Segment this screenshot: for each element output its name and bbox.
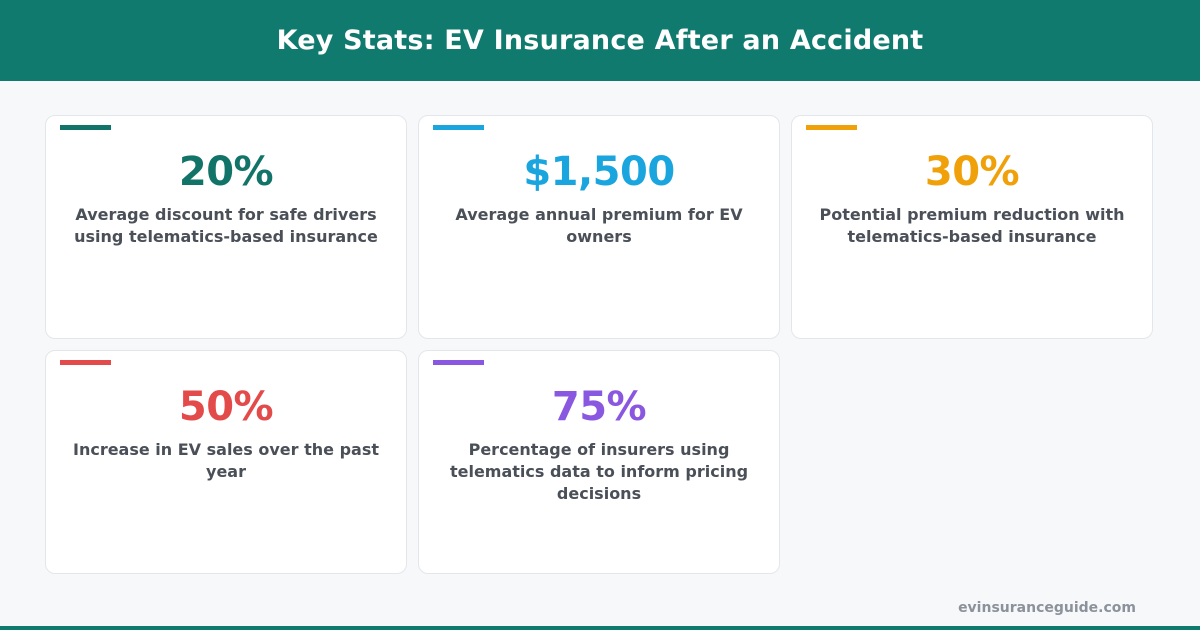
- accent-bar: [433, 125, 484, 130]
- stat-description: Average annual premium for EV owners: [455, 205, 743, 246]
- stat-value: 20%: [178, 149, 274, 195]
- stat-description: Increase in EV sales over the past year: [72, 440, 379, 481]
- bottom-border: [0, 626, 1200, 630]
- accent-bar: [60, 125, 111, 130]
- page-title: Key Stats: EV Insurance After an Acciden…: [276, 25, 924, 56]
- stat-description: Percentage of insurers using telematics …: [449, 440, 749, 503]
- stat-value: 50%: [178, 384, 274, 430]
- stat-card-premium: $1,500 Average annual premium for EV own…: [418, 115, 780, 339]
- stat-value: 30%: [924, 149, 1020, 195]
- accent-bar: [806, 125, 857, 130]
- stat-value: $1,500: [523, 149, 675, 195]
- stat-description: Average discount for safe drivers using …: [74, 205, 378, 246]
- stat-card-discount: 20% Average discount for safe drivers us…: [45, 115, 407, 339]
- accent-bar: [60, 360, 111, 365]
- stat-value: 75%: [551, 384, 647, 430]
- stat-card-sales: 50% Increase in EV sales over the past y…: [45, 350, 407, 574]
- accent-bar: [433, 360, 484, 365]
- stat-description: Potential premium reduction with telemat…: [819, 205, 1125, 246]
- site-url: evinsuranceguide.com: [958, 600, 1136, 616]
- header-banner: Key Stats: EV Insurance After an Acciden…: [0, 0, 1200, 81]
- stat-card-reduction: 30% Potential premium reduction with tel…: [791, 115, 1153, 339]
- stat-card-insurers: 75% Percentage of insurers using telemat…: [418, 350, 780, 574]
